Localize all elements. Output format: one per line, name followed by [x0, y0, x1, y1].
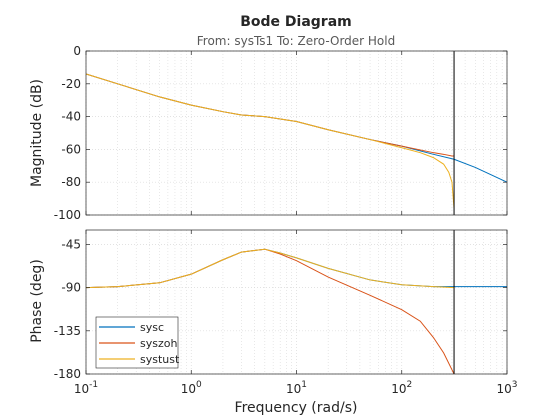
y-tick-label: -90 [61, 281, 81, 295]
x-tick-label: 10-1 [74, 380, 98, 396]
x-axis-label: Frequency (rad/s) [235, 400, 358, 416]
y-tick-label: -100 [54, 208, 81, 222]
x-tick-labels: 10-1 100 101 102 103 [74, 380, 518, 396]
x-tick-label: 100 [181, 380, 202, 396]
legend: sysc syszoh systust [95, 316, 180, 369]
legend-label-systust: systust [140, 353, 180, 366]
series-line-systust-phase [86, 248, 455, 289]
x-tick-label: 101 [286, 380, 307, 396]
y-tick-label: -135 [54, 324, 81, 338]
y-tick-label: -60 [61, 142, 81, 156]
phase-panel: -45 -90 -135 -180 [54, 229, 508, 381]
y-tick-label: -180 [54, 367, 81, 381]
phase-ylabel: Phase (deg) [29, 259, 45, 343]
x-tick-label: 103 [496, 380, 517, 396]
y-tick-label: -80 [61, 175, 81, 189]
chart-subtitle: From: sysTs1 To: Zero-Order Hold [197, 34, 395, 48]
chart-title: Bode Diagram [240, 14, 352, 30]
y-tick-label: -20 [61, 77, 81, 91]
x-tick-label: 102 [391, 380, 412, 396]
y-tick-label: 0 [73, 44, 81, 58]
y-tick-label: -45 [61, 237, 81, 251]
legend-label-syszoh: syszoh [140, 337, 177, 350]
y-tick-label: -40 [61, 110, 81, 124]
magnitude-ylabel: Magnitude (dB) [29, 79, 45, 187]
magnitude-panel: 0 -20 -40 -60 -80 -100 [54, 44, 508, 222]
series-line-systust-magnitude [86, 73, 455, 209]
legend-label-sysc: sysc [140, 321, 164, 334]
